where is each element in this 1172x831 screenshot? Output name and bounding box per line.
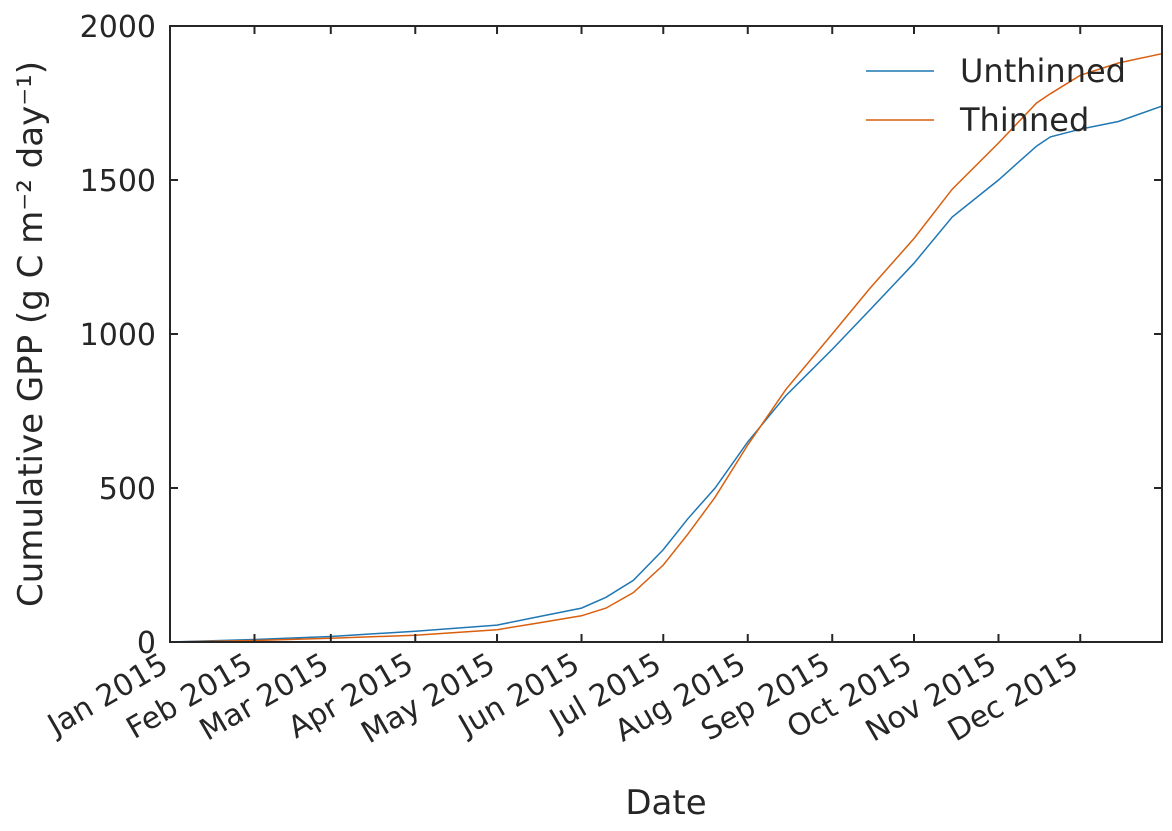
y-tick-label: 1500 (80, 164, 156, 199)
y-tick-label: 1000 (80, 318, 156, 353)
x-axis-label: Date (625, 783, 706, 823)
y-axis-label: Cumulative GPP (g C m⁻² day⁻¹) (11, 61, 51, 607)
legend-label-thinned: Thinned (959, 101, 1089, 139)
legend: Unthinned Thinned (866, 52, 1126, 139)
y-tick-label: 2000 (80, 10, 156, 45)
series-line-thinned (169, 52, 1163, 643)
y-tick-labels: 0 500 1000 1500 2000 (80, 10, 156, 661)
y-tick-label: 500 (99, 472, 156, 507)
y-tick-label: 0 (137, 626, 156, 661)
series-lines (169, 52, 1163, 643)
series-line-unthinned (169, 105, 1163, 643)
legend-label-unthinned: Unthinned (960, 52, 1126, 90)
axis-ticks (169, 25, 1162, 643)
